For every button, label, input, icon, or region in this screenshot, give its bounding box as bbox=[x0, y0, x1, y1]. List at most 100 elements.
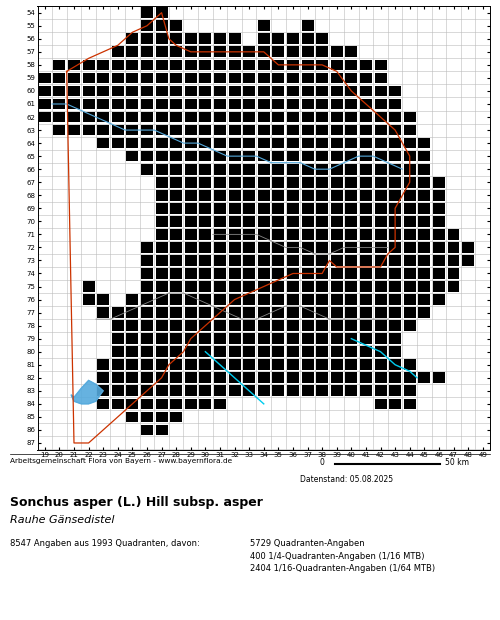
Bar bbox=[389, 242, 401, 253]
Bar bbox=[141, 268, 153, 279]
Circle shape bbox=[362, 140, 365, 142]
Bar bbox=[214, 373, 226, 383]
Bar bbox=[243, 138, 255, 148]
Circle shape bbox=[378, 113, 380, 116]
Bar bbox=[316, 177, 328, 188]
Circle shape bbox=[172, 366, 176, 368]
Bar bbox=[302, 190, 314, 201]
Circle shape bbox=[261, 170, 264, 173]
Bar bbox=[200, 373, 211, 383]
Circle shape bbox=[246, 140, 248, 142]
Circle shape bbox=[176, 114, 180, 117]
Circle shape bbox=[363, 206, 366, 208]
Bar bbox=[228, 46, 240, 57]
Circle shape bbox=[206, 143, 208, 146]
Circle shape bbox=[279, 260, 281, 262]
Circle shape bbox=[408, 299, 411, 301]
Circle shape bbox=[130, 340, 132, 342]
Bar bbox=[141, 138, 153, 148]
Circle shape bbox=[276, 338, 278, 340]
Circle shape bbox=[42, 116, 44, 118]
Circle shape bbox=[232, 391, 234, 393]
Circle shape bbox=[206, 336, 209, 339]
Circle shape bbox=[158, 52, 161, 55]
Bar bbox=[258, 321, 270, 331]
Circle shape bbox=[204, 275, 207, 277]
Circle shape bbox=[293, 324, 296, 326]
Bar bbox=[287, 86, 299, 96]
Bar bbox=[418, 229, 430, 240]
Bar bbox=[200, 60, 211, 70]
Text: 8547 Angaben aus 1993 Quadranten, davon:: 8547 Angaben aus 1993 Quadranten, davon: bbox=[10, 539, 200, 549]
Circle shape bbox=[396, 322, 398, 324]
Circle shape bbox=[308, 235, 311, 237]
Circle shape bbox=[380, 154, 382, 157]
Bar bbox=[170, 373, 182, 383]
Circle shape bbox=[176, 140, 178, 142]
Bar bbox=[243, 294, 255, 305]
Bar bbox=[185, 347, 197, 357]
Circle shape bbox=[221, 223, 224, 224]
Circle shape bbox=[247, 140, 250, 143]
Circle shape bbox=[260, 63, 262, 66]
Circle shape bbox=[234, 143, 237, 145]
Circle shape bbox=[88, 117, 91, 119]
Circle shape bbox=[104, 102, 107, 104]
Circle shape bbox=[134, 100, 136, 103]
Circle shape bbox=[219, 101, 222, 104]
Circle shape bbox=[221, 377, 224, 379]
Circle shape bbox=[382, 404, 384, 405]
Bar bbox=[258, 203, 270, 214]
Circle shape bbox=[363, 338, 366, 340]
Bar bbox=[97, 308, 109, 318]
Bar bbox=[374, 99, 386, 109]
Circle shape bbox=[338, 116, 341, 118]
Bar bbox=[330, 281, 342, 292]
Circle shape bbox=[435, 193, 438, 196]
Bar bbox=[200, 294, 211, 305]
Circle shape bbox=[278, 300, 280, 302]
Text: Sonchus asper (L.) Hill subsp. asper: Sonchus asper (L.) Hill subsp. asper bbox=[10, 496, 263, 509]
Bar bbox=[126, 347, 138, 357]
Bar bbox=[360, 112, 372, 122]
Circle shape bbox=[424, 275, 426, 277]
Bar bbox=[156, 177, 168, 188]
Bar bbox=[112, 347, 124, 357]
Circle shape bbox=[220, 365, 222, 367]
Circle shape bbox=[163, 77, 166, 79]
Circle shape bbox=[436, 285, 438, 288]
Circle shape bbox=[367, 327, 370, 329]
Circle shape bbox=[116, 392, 118, 394]
Circle shape bbox=[190, 141, 192, 143]
Circle shape bbox=[438, 182, 441, 184]
Circle shape bbox=[318, 350, 321, 353]
Bar bbox=[141, 360, 153, 370]
Circle shape bbox=[218, 298, 220, 301]
Circle shape bbox=[162, 417, 164, 420]
Bar bbox=[272, 386, 284, 396]
Bar bbox=[126, 334, 138, 344]
Circle shape bbox=[410, 379, 412, 381]
Bar bbox=[214, 46, 226, 57]
Circle shape bbox=[304, 389, 307, 391]
Circle shape bbox=[321, 322, 324, 324]
Bar bbox=[360, 334, 372, 344]
Bar bbox=[258, 347, 270, 357]
Circle shape bbox=[307, 105, 310, 107]
Circle shape bbox=[104, 131, 107, 133]
Circle shape bbox=[376, 324, 380, 326]
Bar bbox=[185, 203, 197, 214]
Circle shape bbox=[232, 78, 235, 80]
Circle shape bbox=[338, 309, 341, 312]
Circle shape bbox=[176, 326, 178, 329]
Circle shape bbox=[145, 351, 148, 353]
Circle shape bbox=[362, 389, 366, 391]
Bar bbox=[389, 268, 401, 279]
Circle shape bbox=[173, 117, 176, 119]
Bar bbox=[360, 164, 372, 174]
Circle shape bbox=[394, 288, 397, 290]
Bar bbox=[404, 138, 415, 148]
Circle shape bbox=[332, 335, 335, 337]
Circle shape bbox=[264, 167, 266, 169]
Circle shape bbox=[336, 339, 338, 341]
